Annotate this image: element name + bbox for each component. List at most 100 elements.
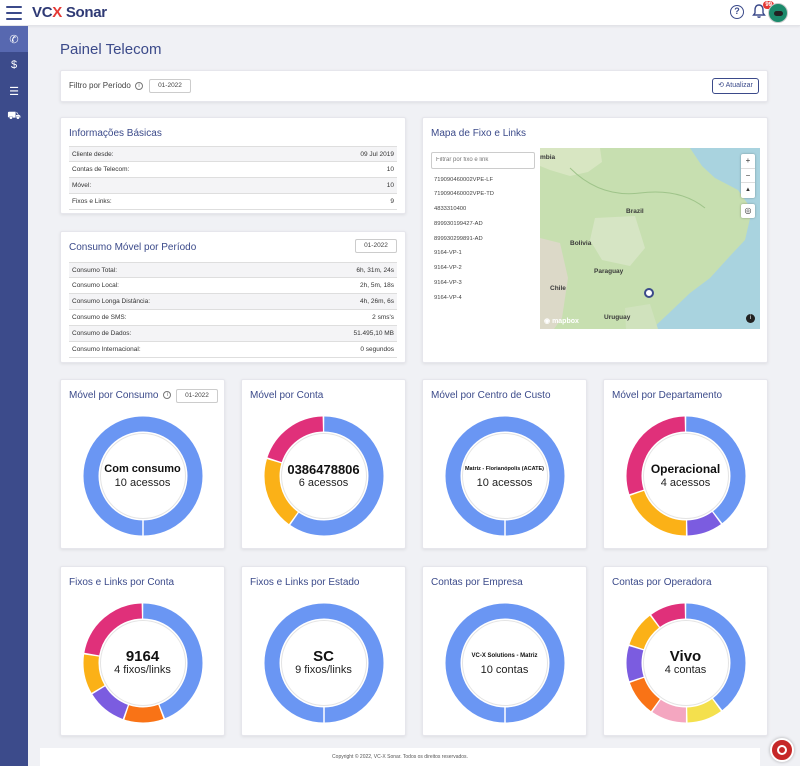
- list-item[interactable]: 9164-VP-2: [434, 265, 462, 272]
- period-filter-label-text: Filtro por Período: [69, 81, 131, 90]
- chart-title: Móvel por Consumo i: [69, 390, 172, 401]
- period-filter-label: Filtro por Período i: [69, 81, 144, 90]
- menu-icon[interactable]: [6, 6, 22, 20]
- chart-title: Móvel por Conta: [250, 390, 324, 401]
- donut-svg: [445, 603, 564, 723]
- table-row: Cliente desde: 09 Jul 2019: [69, 146, 397, 162]
- notifications-button[interactable]: 99: [752, 1, 774, 20]
- period-select[interactable]: 01-2022: [149, 79, 191, 93]
- map-label-uruguay: Uruguay: [604, 314, 631, 321]
- donut-segment[interactable]: [264, 416, 383, 536]
- list-item[interactable]: 4833310400: [434, 206, 467, 213]
- zoom-out-button[interactable]: −: [741, 168, 755, 182]
- row-value: 4h, 26m, 6s: [360, 298, 394, 305]
- table-row: Contas de Telecom: 10: [69, 162, 397, 178]
- map-view[interactable]: mbia Brazil Bolivia Paraguay Chile Urugu…: [540, 148, 760, 329]
- donut-hole: [461, 620, 548, 706]
- sidebar-item-lista[interactable]: ☰: [0, 78, 28, 104]
- refresh-icon: ⟲: [718, 82, 725, 89]
- compass-icon[interactable]: ▲: [741, 182, 755, 196]
- donut-segment[interactable]: [626, 603, 745, 723]
- info-icon[interactable]: i: [135, 81, 144, 90]
- map-line-list: 719090460002VPE-LF 719090460002VPE-TD 48…: [431, 148, 535, 306]
- donut-segment[interactable]: [626, 416, 745, 536]
- donut-center-label: Matriz - Florianópolis (ACATE) 10 acessos: [445, 462, 565, 489]
- donut-chart[interactable]: Vivo 4 contas: [626, 603, 746, 723]
- sidebar-item-financeiro[interactable]: $: [0, 52, 28, 78]
- map-info-icon[interactable]: i: [746, 314, 755, 323]
- cart-icon: ⛟: [7, 110, 21, 122]
- support-lifebuoy-icon[interactable]: [770, 738, 794, 762]
- donut-segment[interactable]: [626, 603, 745, 723]
- donut-chart[interactable]: Matriz - Florianópolis (ACATE) 10 acessos: [445, 416, 565, 536]
- list-item[interactable]: 9164-VP-4: [434, 294, 462, 301]
- donut-svg: [83, 603, 202, 723]
- south-america-map: [540, 148, 752, 329]
- basic-info-table: Cliente desde: 09 Jul 2019 Contas de Tele…: [69, 146, 397, 210]
- donut-card-fixos-estado: Fixos e Links por Estado SC 9 fixos/links: [241, 566, 406, 736]
- zoom-in-button[interactable]: +: [745, 156, 751, 165]
- app-logo[interactable]: VCX Sonar: [32, 4, 107, 21]
- donut-chart[interactable]: 0386478806 6 acessos: [264, 416, 384, 536]
- donut-center-main: Vivo: [669, 648, 702, 665]
- list-item[interactable]: 899930299891-AD: [434, 235, 483, 242]
- donut-chart[interactable]: SC 9 fixos/links: [264, 603, 384, 723]
- dollar-icon: $: [10, 59, 18, 71]
- donut-chart[interactable]: VC-X Solutions - Matriz 10 contas: [445, 603, 565, 723]
- donut-card-fixos-conta: Fixos e Links por Conta 9164 4 fixos/link…: [60, 566, 225, 736]
- donut-center-sub: 10 acessos: [114, 477, 171, 489]
- chart-title-text: Móvel por Consumo: [69, 390, 159, 401]
- logo-text: VC: [32, 4, 53, 21]
- list-item[interactable]: 9164-VP-1: [434, 250, 462, 257]
- donut-segment[interactable]: [83, 603, 202, 723]
- row-value: 51.495,10 MB: [353, 330, 394, 337]
- mobile-usage-period-select[interactable]: 01-2022: [355, 239, 397, 253]
- help-icon[interactable]: ?: [730, 5, 744, 19]
- list-item[interactable]: 899930199427-AD: [434, 220, 483, 227]
- donut-hole: [280, 620, 367, 706]
- donut-center-sub: 4 fixos/links: [114, 664, 171, 676]
- refresh-button[interactable]: ⟲ Atualizar: [712, 78, 759, 94]
- donut-period-select[interactable]: 01-2022: [176, 389, 218, 403]
- donut-chart[interactable]: Operacional 4 acessos: [626, 416, 746, 536]
- row-value: 10: [386, 166, 394, 173]
- map-label-colombia: mbia: [540, 154, 556, 161]
- mapbox-logo[interactable]: ◉ mapbox: [544, 317, 579, 325]
- chart-title: Contas por Operadora: [612, 577, 712, 588]
- donut-card-contas-operadora: Contas por Operadora Vivo 4 contas: [603, 566, 768, 736]
- map-filter-input[interactable]: [431, 151, 535, 169]
- mobile-usage-table: Consumo Total: 6h, 31m, 24s Consumo Local…: [69, 262, 397, 358]
- donut-center-sub: 4 contas: [664, 664, 707, 676]
- donut-hole: [99, 433, 186, 519]
- list-item[interactable]: 9164-VP-3: [434, 280, 462, 287]
- avatar[interactable]: [768, 3, 788, 23]
- map-marker-icon[interactable]: [644, 288, 654, 298]
- donut-segment[interactable]: [264, 416, 383, 536]
- sidebar-item-compras[interactable]: ⛟: [0, 104, 28, 130]
- period-filter-bar: Filtro por Período i 01-2022 ⟲ Atualizar: [60, 70, 768, 102]
- row-value: 2 sms's: [372, 314, 394, 321]
- donut-hole: [642, 620, 729, 706]
- donut-center-sub: 10 acessos: [476, 477, 533, 489]
- sidebar-item-telecom[interactable]: ✆: [0, 26, 28, 52]
- donut-svg: [83, 416, 202, 536]
- mobile-usage-card: Consumo Móvel por Período 01-2022 Consum…: [60, 231, 406, 363]
- table-row: Consumo de Dados: 51.495,10 MB: [69, 326, 397, 342]
- donut-center-label: 0386478806 6 acessos: [264, 462, 384, 489]
- donut-chart[interactable]: 9164 4 fixos/links: [83, 603, 203, 723]
- locate-button[interactable]: ◎: [741, 204, 755, 218]
- list-item[interactable]: 719090460002VPE-TD: [434, 191, 494, 198]
- table-row: Consumo Total: 6h, 31m, 24s: [69, 262, 397, 278]
- info-icon[interactable]: i: [163, 391, 172, 400]
- chart-title: Fixos e Links por Conta: [69, 577, 175, 588]
- chart-title: Contas por Empresa: [431, 577, 523, 588]
- donut-segment[interactable]: [83, 603, 202, 723]
- donut-segment[interactable]: [83, 603, 202, 723]
- donut-chart[interactable]: Com consumo 10 acessos: [83, 416, 203, 536]
- donut-svg: [264, 603, 383, 723]
- row-label: Consumo de Dados:: [72, 330, 132, 337]
- donut-segment[interactable]: [626, 416, 745, 536]
- list-item[interactable]: 719090460002VPE-LF: [434, 176, 493, 183]
- bell-icon: [752, 4, 766, 18]
- map-label-paraguay: Paraguay: [594, 268, 624, 275]
